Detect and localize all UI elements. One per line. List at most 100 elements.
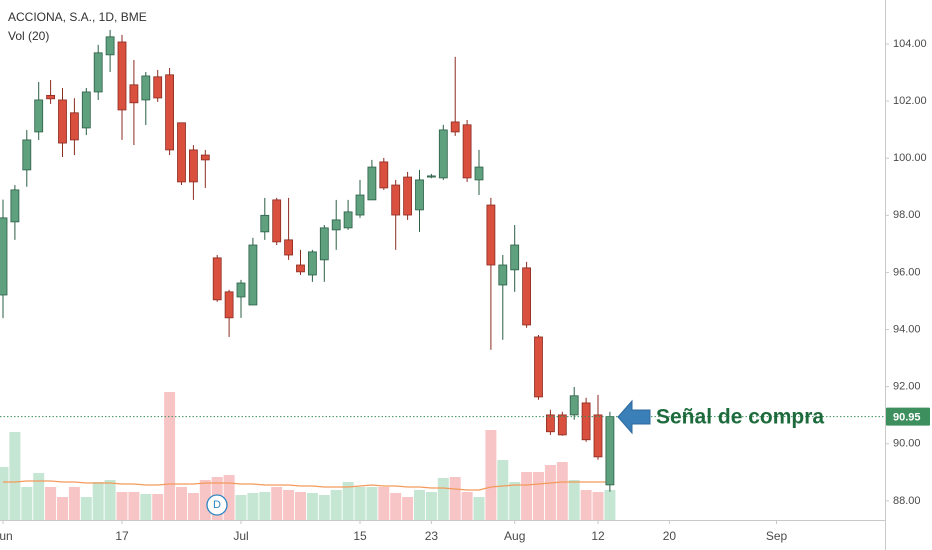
volume-bar <box>318 495 330 520</box>
volume-bar <box>283 490 295 520</box>
volume-bar <box>199 480 211 520</box>
volume-bar <box>164 392 176 520</box>
volume-bar <box>271 487 283 520</box>
volume-bar <box>33 473 45 520</box>
candle-body <box>141 75 151 101</box>
candle-body <box>129 84 139 104</box>
candle-body <box>188 149 198 183</box>
candle-body <box>248 244 258 306</box>
candle-body <box>593 414 603 458</box>
candle-body <box>224 291 234 319</box>
volume-bar <box>414 490 425 520</box>
candle-body <box>581 402 591 441</box>
volume-bar <box>366 487 378 520</box>
candle-body <box>426 175 436 178</box>
volume-bar <box>402 497 414 520</box>
candle-body <box>81 91 91 129</box>
candle-body <box>0 217 8 296</box>
volume-bar <box>509 482 521 520</box>
volume-bar <box>57 497 68 520</box>
candle-body <box>212 257 222 301</box>
volume-bar <box>128 492 140 520</box>
volume-bar <box>449 477 461 520</box>
y-tick-label: 88.00 <box>893 495 921 507</box>
volume-bar <box>152 494 164 520</box>
candle-body <box>415 179 424 211</box>
volume-bar <box>306 493 318 520</box>
candle-body <box>117 41 127 111</box>
x-tick-label: 15 <box>353 529 367 543</box>
volume-bar <box>580 490 592 520</box>
volume-bar <box>390 493 402 520</box>
volume-bar <box>9 432 21 520</box>
volume-bar <box>604 490 616 520</box>
candle-body <box>355 194 365 216</box>
candle-body <box>510 244 520 271</box>
candle-body <box>46 94 55 100</box>
x-tick-label: 12 <box>591 529 605 543</box>
candle-body <box>165 74 175 151</box>
y-tick-label: 96.00 <box>893 266 921 278</box>
volume-bar <box>259 492 271 520</box>
volume-bar <box>354 487 366 520</box>
volume-bar <box>116 492 128 520</box>
candle-body <box>34 99 44 133</box>
candle-body <box>546 414 555 433</box>
volume-bar <box>556 462 568 520</box>
candle-body <box>522 267 531 326</box>
volume-legend: Vol (20) <box>8 29 49 43</box>
last-price-box <box>886 407 930 426</box>
candle-body <box>331 219 341 231</box>
candle-body <box>403 176 413 216</box>
volume-bar <box>568 480 580 520</box>
volume-bar <box>247 493 259 520</box>
candle-body <box>307 251 317 276</box>
candle-body <box>153 76 163 99</box>
candle-body <box>474 166 484 181</box>
candle-body <box>284 239 294 256</box>
volume-ma-line <box>3 480 610 491</box>
volume-bar <box>473 497 485 520</box>
chart-title: ACCIONA, S.A., 1D, BME <box>8 10 147 24</box>
candle-body <box>105 36 115 56</box>
volume-bar <box>342 482 354 520</box>
volume-bar <box>223 475 235 520</box>
x-tick-label: 20 <box>663 529 677 543</box>
x-tick-label: 17 <box>115 529 129 543</box>
x-tick-label: 23 <box>425 529 439 543</box>
candle-body <box>605 416 615 486</box>
candle-body <box>200 154 210 161</box>
volume-bar <box>235 495 247 520</box>
candle-body <box>260 214 270 233</box>
event-marker[interactable] <box>206 494 228 516</box>
candle-body <box>450 121 460 133</box>
candle-body <box>236 282 246 298</box>
candle-body <box>93 52 103 93</box>
candle-body <box>22 139 32 171</box>
y-tick-label: 92.00 <box>893 381 921 393</box>
y-tick-label: 100.00 <box>893 152 927 164</box>
volume-bar <box>437 478 449 520</box>
y-tick-label: 102.00 <box>893 95 927 107</box>
candle-body <box>498 264 508 286</box>
candle-body <box>343 211 353 229</box>
candle-body <box>70 112 79 141</box>
volume-bar <box>485 430 497 520</box>
volume-bar <box>330 490 342 520</box>
x-tick-label: Jun <box>0 529 13 543</box>
volume-bar <box>176 487 187 520</box>
candle-body <box>296 264 305 273</box>
volume-bar <box>187 493 199 520</box>
candle-body <box>379 161 389 189</box>
volume-bar <box>0 467 9 520</box>
plot-area <box>0 29 885 520</box>
volume-bar <box>140 494 152 520</box>
volume-bar <box>461 492 473 520</box>
candle-body <box>557 414 567 436</box>
candle-body <box>569 395 579 416</box>
volume-bar <box>425 492 437 520</box>
volume-bar <box>21 487 33 520</box>
volume-bar <box>104 480 116 520</box>
